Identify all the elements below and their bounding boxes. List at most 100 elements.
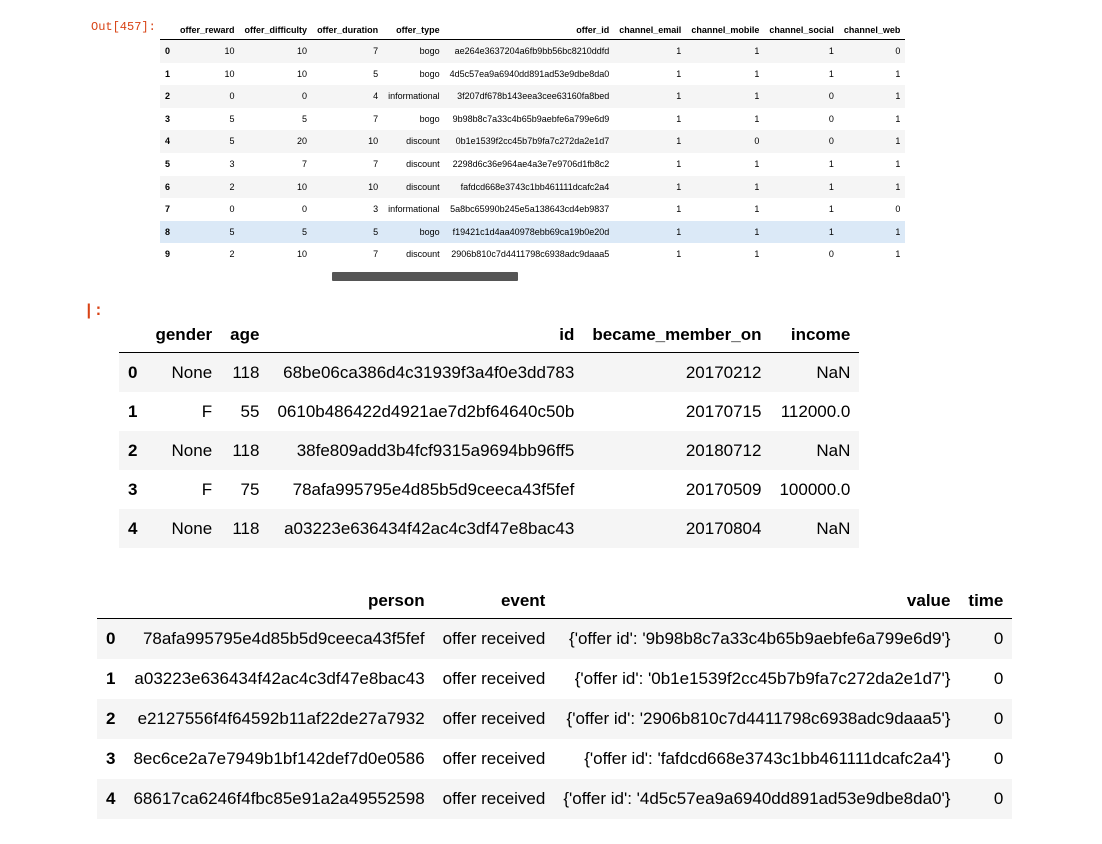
table-cell: 9b98b8c7a33c4b65b9aebfe6a799e6d9	[452, 113, 610, 124]
table-cell: {'offer id': '4d5c57ea9a6940dd891ad53e9d…	[563, 789, 951, 808]
column-header: channel_web	[838, 22, 906, 40]
table-cell: 10	[297, 68, 308, 79]
column-header: offer_type	[383, 22, 445, 40]
table-cell: 20170212	[685, 362, 762, 382]
table-cell: 1	[895, 91, 901, 102]
table-cell: 2	[229, 181, 235, 192]
table-cell: offer received	[442, 709, 546, 728]
table-cell: 5a8bc65990b245e5a138643cd4eb9837	[450, 204, 610, 215]
index-header	[97, 584, 125, 619]
column-header: gender	[146, 318, 222, 353]
table-cell: 1	[828, 68, 834, 79]
table-cell: 1	[754, 181, 760, 192]
table-cell: 0	[993, 749, 1004, 768]
table-cell: 68be06ca386d4c31939f3a4f0e3dd783	[283, 362, 575, 382]
table-cell: fafdcd668e3743c1bb461111dcafc2a4	[460, 181, 610, 192]
table-cell: 38fe809add3b4fcf9315a9694bb96ff5	[296, 440, 575, 460]
table-cell: 5	[373, 68, 379, 79]
table-cell: 3f207df678b143eea3cee63160fa8bed	[457, 91, 610, 102]
table-cell: 0	[828, 136, 834, 147]
table-cell: 1	[754, 46, 760, 56]
table-row: 3 F 75 78afa995795e4d85b5d9ceeca43f5fef 2017…	[119, 470, 859, 509]
row-index: 4	[106, 789, 116, 808]
column-header: became_member_on	[583, 318, 771, 353]
row-index: 5	[165, 158, 171, 169]
row-index: 2	[128, 440, 138, 460]
column-header: time	[959, 584, 1013, 619]
table-cell: 10	[368, 181, 379, 192]
table-cell: 0	[895, 46, 901, 56]
table-cell: ae264e3637204a6fb9bb56bc8210ddfd	[454, 46, 610, 56]
table-cell: NaN	[816, 362, 851, 382]
table-row: 4 68617ca6246f4fbc85e91a2a49552598 offer r…	[97, 779, 1013, 819]
table-cell: 1	[676, 113, 682, 124]
column-header: id	[268, 318, 584, 353]
table-cell: None	[171, 518, 213, 538]
table-cell: 1	[754, 68, 760, 79]
table-cell: offer received	[442, 629, 546, 648]
table-cell: 1	[754, 91, 760, 102]
table-cell: 1	[895, 68, 901, 79]
table-row: 1 F 55 0610b486422d4921ae7d2bf64640c50b 2017…	[119, 392, 859, 431]
table-cell: 5	[229, 113, 235, 124]
table-cell: 1	[895, 113, 901, 124]
row-index: 1	[106, 669, 116, 688]
table-cell: 7	[302, 158, 308, 169]
table-cell: 78afa995795e4d85b5d9ceeca43f5fef	[142, 629, 425, 648]
table-cell: 4d5c57ea9a6940dd891ad53e9dbe8da0	[449, 68, 610, 79]
column-header: age	[221, 318, 269, 353]
table-cell: {'offer id': '2906b810c7d4411798c6938adc…	[566, 709, 951, 728]
column-header: income	[770, 318, 860, 353]
table-cell: 20170804	[685, 518, 762, 538]
table-cell: 1	[754, 249, 760, 260]
table-cell: informational	[388, 204, 440, 215]
row-index: 2	[165, 91, 171, 102]
table-row: 9 2 10 7 discount 2906b810c7d4411798c6938adc9…	[160, 243, 905, 266]
table-cell: f19421c1d4aa40978ebb69ca19b0e20d	[452, 226, 610, 237]
table-row: 4 None 118 a03223e636434f42ac4c3df47e8bac43…	[119, 509, 860, 548]
table-row: 0 10 10 7 bogo ae264e3637204a6fb9bb56bc8210dd…	[160, 39, 906, 63]
column-header: channel_mobile	[686, 22, 765, 40]
table-cell: 7	[373, 158, 379, 169]
table-cell: 8ec6ce2a7e7949b1bf142def7d0e0586	[133, 749, 425, 768]
table-cell: 1	[754, 158, 760, 169]
table-cell: 2	[229, 249, 235, 260]
table-cell: 1	[676, 226, 682, 237]
column-header: channel_social	[764, 22, 839, 40]
table-cell: 1	[676, 158, 682, 169]
table-cell: 5	[302, 113, 308, 124]
horizontal-scrollbar[interactable]	[332, 272, 518, 281]
table-cell: 20170715	[685, 401, 762, 421]
table-row: 2 None 118 38fe809add3b4fcf9315a9694bb96ff5…	[119, 431, 860, 470]
table-row: 1 a03223e636434f42ac4c3df47e8bac43 offer r…	[97, 659, 1012, 699]
table-cell: 112000.0	[780, 401, 851, 421]
table-cell: 1	[676, 249, 682, 260]
table-cell: offer received	[442, 789, 546, 808]
table-cell: 1	[828, 158, 834, 169]
table-row: 0 78afa995795e4d85b5d9ceeca43f5fef offer r…	[97, 618, 1013, 659]
row-index: 7	[165, 204, 171, 215]
table-cell: 0610b486422d4921ae7d2bf64640c50b	[277, 401, 575, 421]
row-index: 4	[128, 518, 138, 538]
column-header: channel_email	[614, 22, 687, 40]
table-cell: discount	[406, 158, 440, 169]
index-header	[160, 22, 176, 40]
table-cell: discount	[406, 181, 440, 192]
table-row: 3 8ec6ce2a7e7949b1bf142def7d0e0586 offer r…	[97, 739, 1012, 779]
row-index: 3	[165, 113, 171, 124]
table-cell: 10	[297, 181, 308, 192]
cell-prompt: |:	[84, 302, 104, 320]
row-index: 0	[128, 362, 138, 382]
row-index: 0	[165, 46, 171, 56]
table-row: 2 0 0 4 informational 3f207df678b143eea3cee63…	[160, 85, 906, 108]
table-cell: 0	[302, 91, 308, 102]
table-cell: 0	[302, 204, 308, 215]
table-cell: 0	[828, 113, 834, 124]
table-row: 6 2 10 10 discount fafdcd668e3743c1bb461111dc…	[160, 175, 906, 199]
table-cell: bogo	[419, 226, 440, 237]
table-cell: 1	[895, 249, 901, 260]
table-cell: informational	[388, 91, 440, 102]
table-cell: 5	[373, 226, 379, 237]
column-header: offer_reward	[175, 22, 240, 40]
table-cell: {'offer id': '9b98b8c7a33c4b65b9aebfe6a7…	[569, 629, 951, 648]
